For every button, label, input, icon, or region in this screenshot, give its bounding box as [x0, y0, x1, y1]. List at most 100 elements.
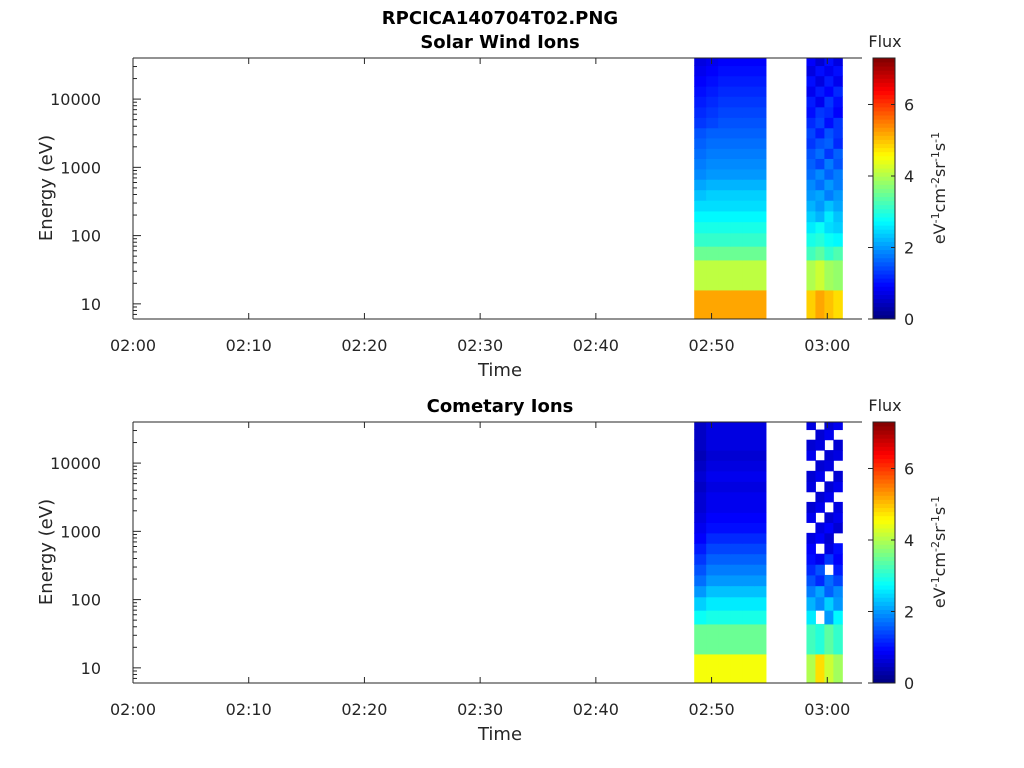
heatmap-cell — [833, 232, 843, 247]
heatmap-cell — [706, 96, 719, 108]
heatmap-cell — [754, 429, 767, 441]
colorbar-swatch — [873, 617, 895, 623]
heatmap-cell — [806, 58, 816, 67]
heatmap-cell — [754, 564, 767, 576]
colorbar-label: Flux — [868, 32, 901, 51]
heatmap-cell — [694, 585, 707, 598]
colorbar-swatch — [873, 581, 895, 586]
colorbar-swatch — [873, 225, 895, 230]
heatmap-cell — [694, 168, 707, 180]
heatmap-cell — [833, 623, 843, 655]
colorbar-swatch — [873, 310, 895, 316]
heatmap-cell — [833, 96, 843, 108]
colorbar-swatch — [873, 638, 895, 643]
heatmap-cell — [694, 158, 707, 170]
heatmap-cell — [824, 585, 834, 598]
heatmap-cell — [833, 470, 843, 482]
heatmap-cell — [742, 200, 755, 212]
heatmap-cell — [824, 127, 834, 139]
heatmap-cell — [718, 58, 731, 67]
heatmap-cell — [694, 501, 707, 513]
heatmap-cell — [815, 86, 825, 97]
heatmap-cell — [815, 259, 825, 291]
heatmap-cell — [815, 491, 825, 503]
heatmap-cell — [730, 491, 743, 503]
x-tick-label: 02:40 — [573, 336, 619, 355]
heatmap-cell — [742, 439, 755, 451]
colorbar-swatch — [873, 523, 895, 529]
y-axis-label: Energy (eV) — [36, 499, 57, 605]
heatmap-cell — [824, 106, 834, 118]
colorbar-swatch — [873, 102, 895, 108]
y-tick-label: 1000 — [60, 522, 101, 541]
heatmap-cell — [730, 429, 743, 441]
colorbar-swatch — [873, 127, 895, 132]
heatmap-cell — [754, 623, 767, 655]
colorbar-swatch — [873, 495, 895, 500]
heatmap-cell — [730, 512, 743, 523]
heatmap-cell — [806, 75, 816, 87]
heatmap-cell — [815, 127, 825, 139]
heatmap-cell — [824, 522, 834, 534]
heatmap-cell — [742, 117, 755, 129]
heatmap-cell — [718, 179, 731, 191]
colorbar-swatch — [873, 609, 895, 615]
heatmap-cell — [824, 158, 834, 170]
heatmap-cell — [754, 585, 767, 598]
heatmap-cell — [833, 585, 843, 598]
heatmap-cell — [824, 246, 834, 261]
colorbar-swatch — [873, 426, 895, 431]
colorbar-swatch — [873, 62, 895, 67]
heatmap-cell — [742, 596, 755, 611]
heatmap-cell — [833, 501, 843, 513]
heatmap-cell — [833, 564, 843, 576]
heatmap-cell — [754, 117, 767, 129]
colorbar-swatch — [873, 143, 895, 149]
heatmap-cell — [694, 564, 707, 576]
heatmap-cell — [718, 289, 731, 320]
colorbar-swatch — [873, 466, 895, 472]
heatmap-cell — [706, 585, 719, 598]
heatmap-cell — [706, 460, 719, 472]
colorbar: 0 2 4 6 — [868, 421, 914, 693]
heatmap-cell — [730, 117, 743, 129]
colorbar-swatch — [873, 253, 895, 259]
heatmap-cell — [833, 596, 843, 611]
heatmap-cell — [833, 610, 843, 625]
heatmap-cell — [824, 221, 834, 234]
heatmap-cell — [706, 246, 719, 261]
heatmap-cell — [754, 501, 767, 513]
heatmap-cell — [833, 58, 843, 67]
heatmap-cell — [706, 221, 719, 234]
heatmap-cell — [815, 221, 825, 234]
heatmap-cell — [824, 574, 834, 587]
heatmap-cell — [815, 429, 825, 441]
heatmap-cell — [742, 137, 755, 149]
heatmap-cell — [706, 596, 719, 611]
colorbar-tick-label: 2 — [904, 602, 914, 621]
heatmap-cell — [754, 653, 767, 684]
colorbar-swatch — [873, 548, 895, 553]
heatmap-cell — [742, 148, 755, 159]
heatmap-cell — [694, 470, 707, 482]
colorbar-swatch — [873, 159, 895, 165]
heatmap-cell — [718, 168, 731, 180]
heatmap-cell — [824, 200, 834, 212]
heatmap-cell — [718, 75, 731, 87]
colorbar-swatch — [873, 662, 895, 668]
heatmap-cell — [754, 470, 767, 482]
heatmap-cell — [706, 439, 719, 451]
heatmap-cell — [754, 512, 767, 523]
heatmap-cell — [815, 439, 825, 451]
heatmap-cell — [815, 246, 825, 261]
colorbar-swatch — [873, 487, 895, 492]
heatmap-cell — [718, 96, 731, 108]
heatmap-cell — [694, 58, 707, 67]
heatmap-cell — [730, 610, 743, 625]
heatmap-cell — [824, 210, 834, 223]
heatmap-cell — [694, 127, 707, 139]
heatmap-cell — [833, 574, 843, 587]
colorbar-swatch — [873, 430, 895, 435]
heatmap-cell — [806, 585, 816, 598]
heatmap-cell — [754, 439, 767, 451]
